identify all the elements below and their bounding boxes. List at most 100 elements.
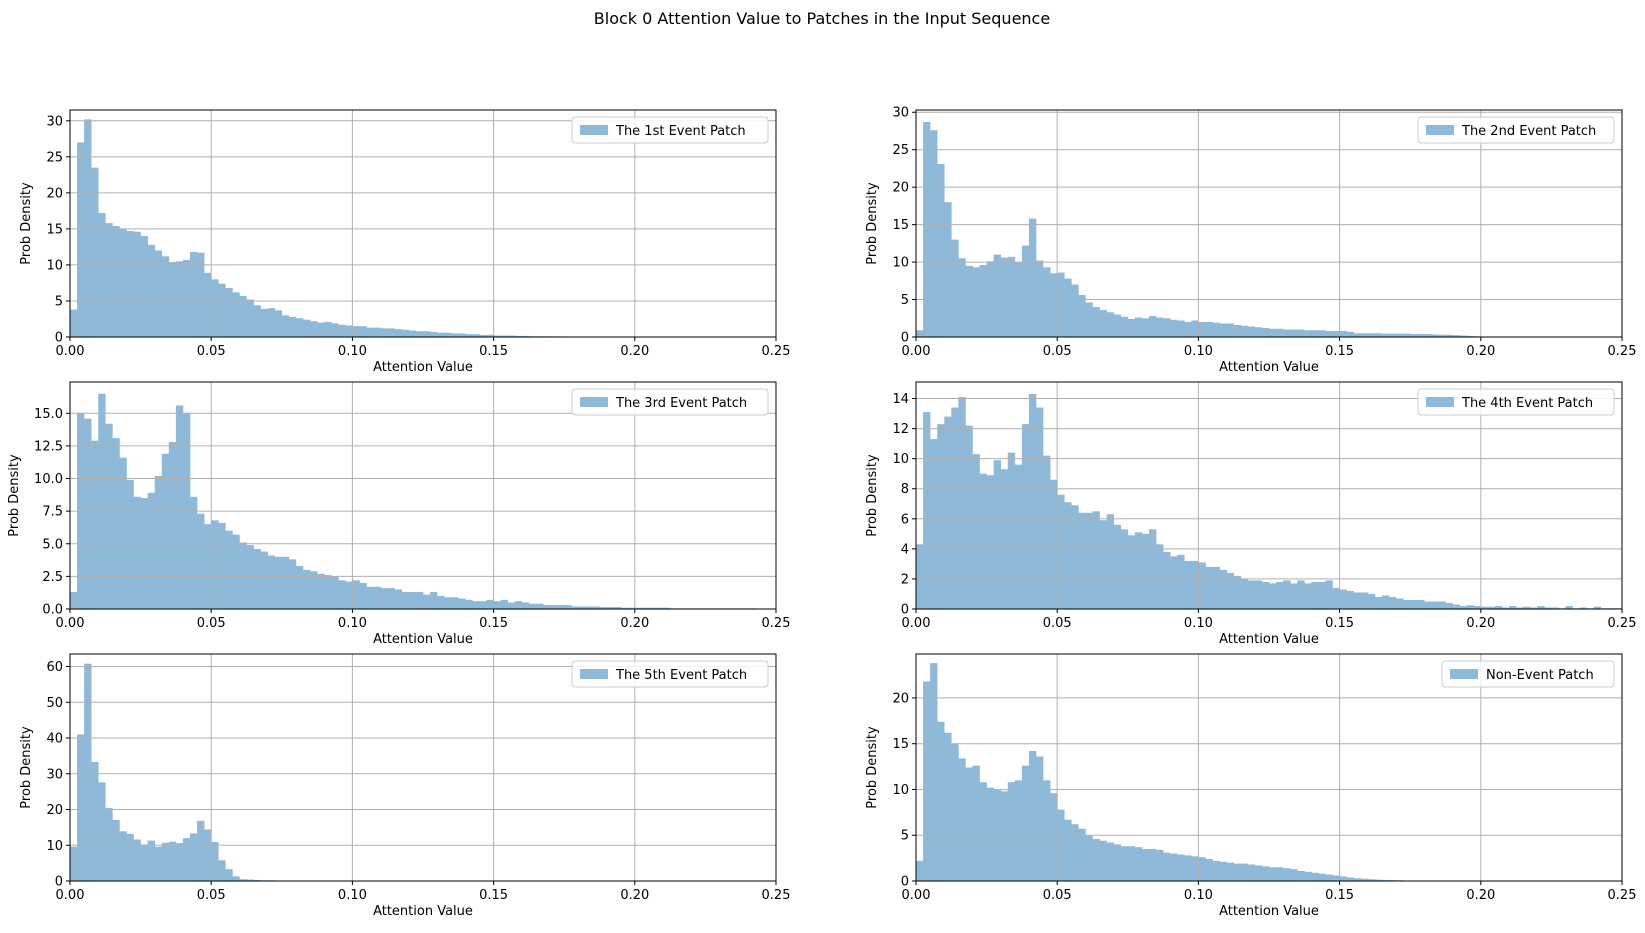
histogram-bar bbox=[1374, 879, 1383, 881]
histogram-bar bbox=[1290, 583, 1298, 609]
histogram-bar bbox=[958, 397, 966, 609]
histogram-bar bbox=[1389, 333, 1397, 337]
histogram-bar bbox=[1085, 835, 1093, 881]
x-tick-label: 0.25 bbox=[762, 344, 791, 359]
histogram-bar bbox=[1374, 596, 1383, 609]
subplot-4: 0.00 0.05 0.10 0.15 0.20 0.25 0 2 4 6 8 10 12 14 Atten… bbox=[865, 381, 1636, 647]
histogram-bar bbox=[1099, 520, 1107, 609]
histogram-bar bbox=[1233, 863, 1242, 881]
y-tick-label: 5 bbox=[901, 829, 909, 844]
histogram-bar bbox=[1156, 317, 1164, 337]
histogram-bar bbox=[479, 601, 487, 609]
histogram-bar bbox=[1064, 502, 1072, 609]
histogram-bar bbox=[302, 569, 311, 609]
histogram-bar bbox=[260, 551, 268, 609]
histogram-bar bbox=[634, 607, 643, 609]
histogram-bar bbox=[1198, 857, 1206, 881]
x-tick-label: 0.10 bbox=[1184, 344, 1213, 359]
y-tick-label: 50 bbox=[46, 696, 63, 711]
histogram-bar bbox=[1205, 566, 1213, 609]
histogram-bar bbox=[1226, 572, 1234, 609]
histogram-bars bbox=[70, 663, 318, 881]
histogram-bar bbox=[105, 223, 113, 337]
histogram-bar bbox=[211, 520, 219, 609]
histogram-bar bbox=[1028, 751, 1037, 881]
histogram-bar bbox=[1396, 598, 1404, 609]
histogram-bars bbox=[916, 663, 1482, 881]
histogram-bar bbox=[1353, 333, 1362, 337]
histogram-bar bbox=[359, 582, 367, 609]
histogram-bar bbox=[472, 334, 480, 337]
histogram-bar bbox=[1078, 828, 1086, 881]
histogram-bar bbox=[916, 330, 924, 337]
histogram-bar bbox=[1269, 867, 1277, 881]
histogram-bar bbox=[1191, 856, 1199, 881]
legend-label: The 3rd Event Patch bbox=[615, 396, 747, 411]
histogram-bar bbox=[1360, 592, 1369, 609]
histogram-bar bbox=[1106, 312, 1114, 337]
histogram-bar bbox=[197, 252, 205, 337]
y-axis-label: Prob Density bbox=[19, 726, 34, 809]
histogram-bar bbox=[1092, 511, 1100, 609]
y-axis-label: Prob Density bbox=[865, 182, 880, 265]
histogram-bar bbox=[168, 841, 177, 881]
y-tick-label: 0 bbox=[55, 875, 63, 890]
histogram-bar bbox=[1332, 587, 1340, 609]
x-tick-label: 0.10 bbox=[338, 616, 367, 631]
y-tick-label: 20 bbox=[892, 181, 909, 196]
histogram-bar bbox=[1106, 514, 1114, 609]
x-tick-label: 0.15 bbox=[1325, 344, 1354, 359]
histogram-bar bbox=[944, 202, 952, 337]
histogram-bar bbox=[979, 265, 987, 337]
histogram-bar bbox=[986, 475, 994, 609]
histogram-bar bbox=[986, 787, 994, 881]
x-tick-label: 0.20 bbox=[620, 616, 649, 631]
histogram-bar bbox=[1410, 334, 1418, 337]
histogram-bar bbox=[295, 318, 304, 337]
histogram-bar bbox=[1459, 605, 1467, 609]
histogram-bar bbox=[1212, 322, 1220, 337]
legend-swatch bbox=[580, 669, 608, 679]
x-tick-label: 0.15 bbox=[1325, 888, 1354, 903]
histogram-bar bbox=[246, 879, 254, 881]
histogram-bar bbox=[979, 782, 987, 881]
histogram-bar bbox=[1254, 865, 1263, 881]
histogram-bar bbox=[1050, 793, 1058, 881]
x-tick-label: 0.05 bbox=[197, 344, 226, 359]
histogram-bar bbox=[1269, 583, 1277, 609]
x-tick-label: 0.20 bbox=[1466, 888, 1495, 903]
histogram-bar bbox=[401, 592, 410, 609]
histogram-bar bbox=[1452, 335, 1460, 337]
histogram-bar bbox=[1346, 877, 1355, 881]
y-tick-label: 15 bbox=[892, 218, 909, 233]
histogram-bar bbox=[1254, 327, 1263, 337]
histogram-bar bbox=[1445, 334, 1453, 337]
legend: The 5th Event Patch bbox=[571, 660, 769, 688]
subplot-3: 0.00 0.05 0.10 0.15 0.20 0.25 0.0 2.5 5.0 7.5 10.0… bbox=[7, 381, 790, 647]
histogram-bar bbox=[204, 524, 212, 609]
histogram-bar bbox=[1240, 863, 1249, 881]
histogram-bar bbox=[1191, 320, 1199, 337]
histogram-bar bbox=[1021, 765, 1030, 881]
histogram-bar bbox=[1353, 878, 1362, 881]
histogram-bar bbox=[1389, 596, 1397, 609]
histogram-bar bbox=[1332, 875, 1340, 881]
histogram-bar bbox=[182, 838, 191, 881]
histogram-bar bbox=[1544, 607, 1552, 609]
histogram-bar bbox=[451, 597, 459, 609]
y-tick-label: 20 bbox=[46, 186, 63, 201]
subplot-6: 0.00 0.05 0.10 0.15 0.20 0.25 0 5 10 15 20 Attentio… bbox=[865, 653, 1636, 919]
histogram-bar bbox=[1205, 322, 1213, 337]
histogram-bar bbox=[1007, 256, 1016, 337]
y-tick-label: 25 bbox=[892, 143, 909, 158]
histogram-bar bbox=[190, 496, 198, 609]
y-tick-label: 0 bbox=[901, 603, 909, 618]
histogram-bar bbox=[1120, 529, 1129, 609]
histogram-bar bbox=[1177, 554, 1185, 609]
histogram-bar bbox=[126, 231, 134, 337]
histogram-bar bbox=[1509, 605, 1517, 609]
histogram-bar bbox=[1445, 602, 1453, 609]
histogram-bar bbox=[366, 586, 374, 609]
histogram-bar bbox=[204, 829, 212, 881]
histogram-bar bbox=[1014, 780, 1023, 881]
